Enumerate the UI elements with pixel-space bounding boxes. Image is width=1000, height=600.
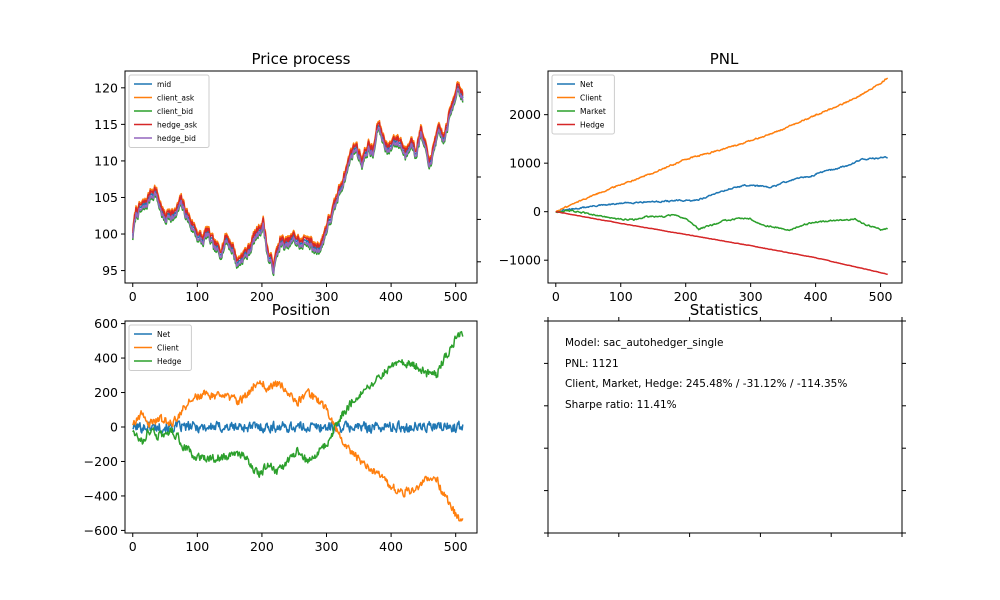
pnl-legend-box [551,74,615,135]
price-process-ytick-label: 100 [94,227,118,242]
pnl-legend-label-hedge: Hedge [580,120,605,129]
position-series-net [132,420,464,434]
position-legend-box [128,324,192,371]
pnl-xtick-label: 0 [552,289,560,304]
pnl-xtick-label: 100 [609,289,633,304]
price-process-xtick-label: 300 [315,289,339,304]
position-series-hedge [132,330,464,478]
position-ytick-label: 200 [94,385,118,400]
stat-sharpe: Sharpe ratio: 11.41% [565,399,677,411]
stat-pnl: PNL: 1121 [565,358,619,370]
position-xtick-label: 100 [185,539,209,554]
position-xtick-label: 500 [444,539,468,554]
position-title: Position [272,301,330,319]
pnl-series-market [555,209,888,232]
statistics-title: Statistics [690,301,759,319]
position-series-client [132,380,464,522]
pnl-ytick-label: 1000 [509,156,541,171]
price-process-ytick-label: 95 [102,263,118,278]
position-series-layer [132,330,464,522]
pnl-legend: Net Client Market Hedge [551,74,615,135]
pnl-xtick-label: 200 [674,289,698,304]
price-process-xtick-label: 400 [379,289,403,304]
pnl-ytick-label: 0 [533,204,541,219]
price-process-legend-label-mid: mid [157,80,171,89]
pnl-legend-label-net: Net [580,80,593,89]
price-process-ytick-label: 120 [94,80,118,95]
price-process-legend-box [128,74,210,148]
price-process-legend: mid client_ask client_bid hedge_ask hedge_bi… [128,74,210,148]
pnl-series-layer [555,77,889,276]
price-process-plot-area: 0 100 200 300 400 500 95 100 105 110 115 120 mid clie… [94,70,481,304]
statistics-ticks [544,317,906,537]
pnl-xtick-label: 500 [869,289,893,304]
pnl-title: PNL [710,50,739,68]
position-xtick-label: 200 [250,539,274,554]
position-xtick-label: 300 [315,539,339,554]
pnl-chart: PNL 0 100 200 300 400 500 −1000 0 1000 2000 Net Cli… [499,50,906,304]
pnl-xtick-label: 300 [739,289,763,304]
price-process-chart: Price process 0 100 200 300 400 500 95 100 105 11… [94,50,481,304]
price-process-ytick-label: 110 [94,153,118,168]
pnl-series-net [555,155,888,214]
price-process-series-hedge-ask [132,82,464,270]
position-ytick-label: −600 [84,523,118,538]
price-process-xtick-label: 200 [250,289,274,304]
pnl-ytick-label: −1000 [499,253,541,268]
stat-breakdown: Client, Market, Hedge: 245.48% / -31.12%… [565,378,847,390]
pnl-plot-area: 0 100 200 300 400 500 −1000 0 1000 2000 Net Client M… [499,70,906,304]
price-process-series-layer [132,81,464,277]
pnl-series-client [555,77,889,213]
price-process-legend-label-client-ask: client_ask [157,93,195,102]
price-process-ytick-label: 115 [94,117,118,132]
position-ytick-label: 0 [110,420,118,435]
position-xtick-label: 400 [379,539,403,554]
price-process-title: Price process [251,50,350,68]
position-legend-label-hedge: Hedge [157,357,182,366]
position-ytick-label: −400 [84,488,118,503]
pnl-xtick-label: 400 [804,289,828,304]
price-process-xtick-label: 0 [129,289,137,304]
position-xtick-label: 0 [129,539,137,554]
position-plot-area: 0 100 200 300 400 500 −600 −400 −200 0 200 400 600 Ne… [84,316,478,554]
price-process-ytick-label: 105 [94,190,118,205]
position-legend-label-client: Client [157,343,179,352]
position-ytick-label: 600 [94,316,118,331]
price-process-legend-label-hedge-ask: hedge_ask [157,120,198,129]
price-process-xtick-label: 100 [185,289,209,304]
position-ytick-label: −200 [84,454,118,469]
pnl-legend-label-client: Client [580,93,602,102]
stat-model: Model: sac_autohedger_single [565,337,724,349]
pnl-ytick-label: 2000 [509,107,541,122]
position-ytick-label: 400 [94,351,118,366]
position-legend-label-net: Net [157,330,170,339]
position-chart: Position 0 100 200 300 400 500 −600 −400 −200 0 20… [84,301,478,554]
statistics-frame [547,320,903,534]
price-process-xtick-label: 500 [444,289,468,304]
pnl-series-hedge [555,211,888,276]
price-process-series-hedge-bid [132,88,464,275]
price-process-legend-label-client-bid: client_bid [157,107,193,116]
pnl-legend-label-market: Market [580,107,606,116]
position-legend: Net Client Hedge [128,324,192,371]
statistics-panel: Statistics Model: sac_autohedger_single … [544,301,906,537]
price-process-legend-label-hedge-bid: hedge_bid [157,134,196,143]
